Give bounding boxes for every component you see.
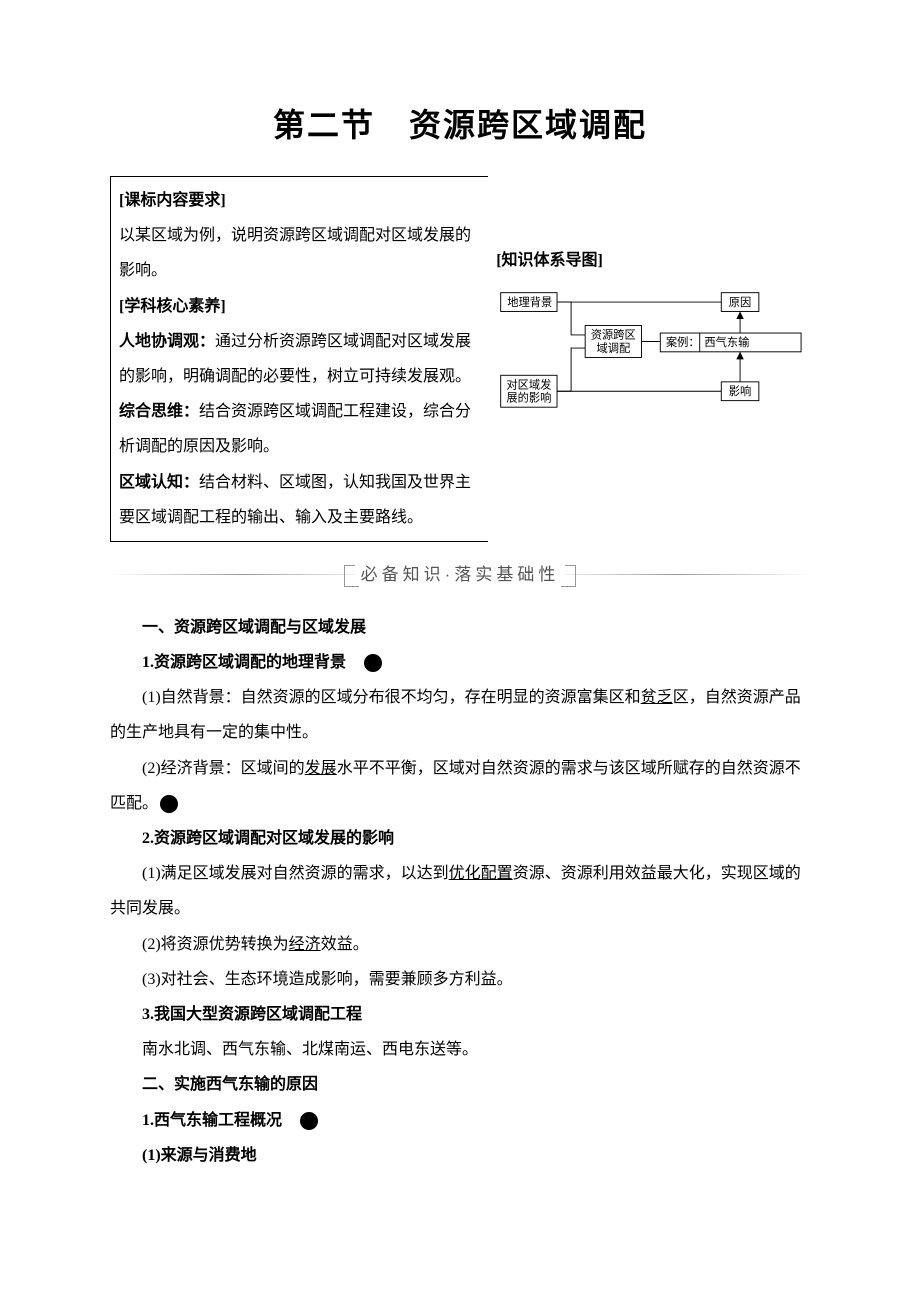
para-5: (3)对社会、生态环境造成影响，需要兼顾多方利益。 — [110, 962, 810, 997]
node-reason: 原因 — [729, 296, 752, 309]
core2-label: 综合思维： — [119, 403, 199, 420]
core1-label: 人地协调观： — [119, 333, 215, 350]
node-center-l2: 域调配 — [597, 342, 631, 355]
para-6: 南水北调、西气东输、北煤南运、西电东送等。 — [110, 1032, 810, 1067]
req-text: 以某区域为例，说明资源跨区域调配对区域发展的影响。 — [119, 227, 471, 279]
node-bg: 地理背景 — [507, 295, 552, 309]
req-label: [课标内容要求] — [119, 192, 226, 209]
heading-1-1: 1.资源跨区域调配的地理背景 1 — [110, 645, 810, 680]
heading-2-1: 1.西气东输工程概况 3 — [110, 1103, 810, 1138]
circle-3-icon: 3 — [300, 1112, 318, 1130]
section-banner: 必备知识·落实基础性 — [110, 560, 810, 588]
banner-text: 必备知识·落实基础性 — [355, 560, 566, 585]
heading-1-3: 3.我国大型资源跨区域调配工程 — [110, 997, 810, 1032]
info-left-cell: [课标内容要求] 以某区域为例，说明资源跨区域调配对区域发展的影响。 [学科核心… — [111, 177, 489, 542]
para-3: (1)满足区域发展对自然资源的需求，以达到优化配置资源、资源利用效益最大化，实现… — [110, 856, 810, 926]
para-1: (1)自然背景：自然资源的区域分布很不均匀，存在明显的资源富集区和贫乏区，自然资… — [110, 680, 810, 750]
info-table: [课标内容要求] 以某区域为例，说明资源跨区域调配对区域发展的影响。 [学科核心… — [110, 176, 810, 542]
node-center-l1: 资源跨区 — [591, 327, 636, 341]
node-effreg-l2: 展的影响 — [507, 390, 552, 404]
knowledge-diagram: 地理背景 原因 资源跨区 域调配 案例： 西气东输 对区域发 — [496, 284, 806, 414]
core-label: [学科核心素养] — [119, 298, 226, 315]
diagram-title: [知识体系导图] — [496, 243, 806, 278]
node-case-text: 西气东输 — [705, 335, 750, 349]
circle-2-icon: 2 — [160, 795, 178, 813]
heading-1: 一、资源跨区域调配与区域发展 — [110, 610, 810, 645]
core3-label: 区域认知： — [119, 474, 199, 491]
para-4: (2)将资源优势转换为经济效益。 — [110, 927, 810, 962]
para-2: (2)经济背景：区域间的发展水平不平衡，区域对自然资源的需求与该区域所赋存的自然… — [110, 751, 810, 821]
heading-2: 二、实施西气东输的原因 — [110, 1067, 810, 1102]
node-effect: 影响 — [729, 384, 752, 398]
page-title: 第二节 资源跨区域调配 — [110, 100, 810, 146]
circle-1-icon: 1 — [364, 654, 382, 672]
heading-2-1-1: (1)来源与消费地 — [110, 1138, 810, 1173]
node-effreg-l1: 对区域发 — [507, 377, 552, 391]
heading-1-2: 2.资源跨区域调配对区域发展的影响 — [110, 821, 810, 856]
node-case-label: 案例： — [666, 335, 700, 349]
info-right-cell: [知识体系导图] 地理背景 原因 资源跨区 域调配 案例： 西气东输 — [488, 177, 810, 542]
